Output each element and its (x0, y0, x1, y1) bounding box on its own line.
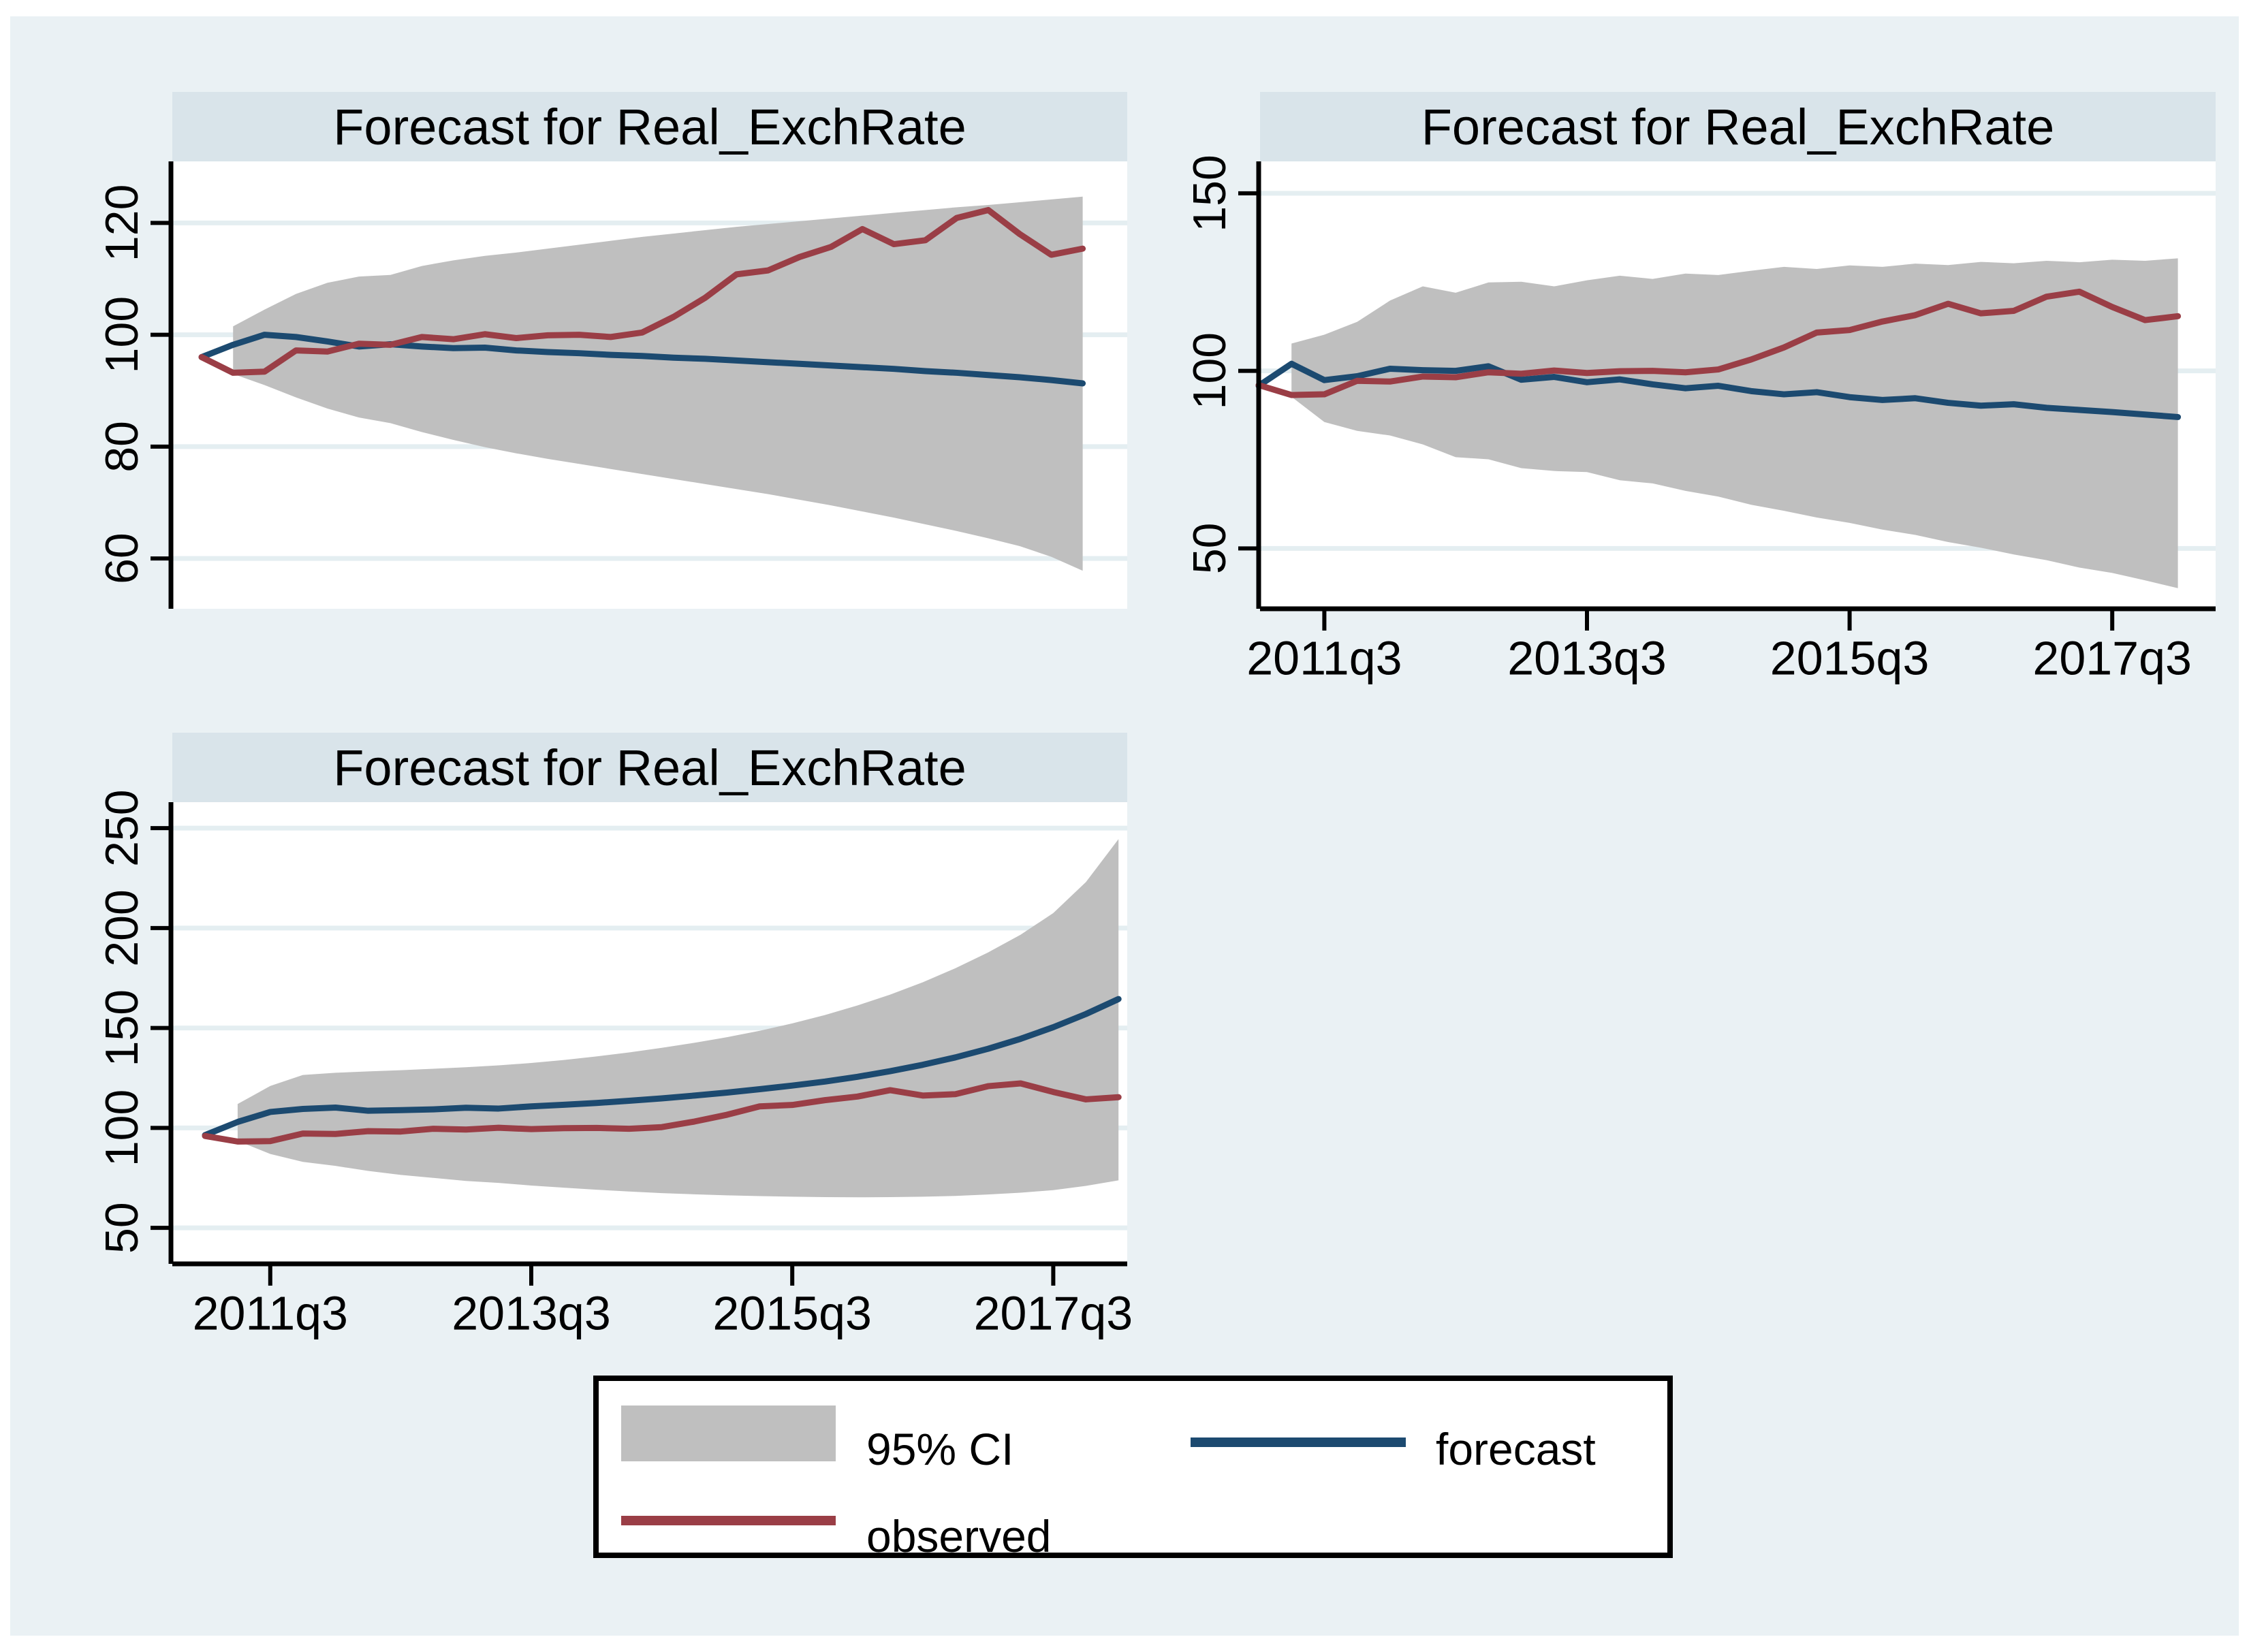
legend-ci-label: 95% CI (866, 1424, 1014, 1474)
legend-observed-label: observed (866, 1511, 1052, 1561)
panel-title-text: Forecast for Real_ExchRate (333, 739, 966, 796)
panel-title-top-left: Forecast for Real_ExchRate (172, 92, 1127, 161)
panel-title-text: Forecast for Real_ExchRate (1421, 98, 2055, 155)
plot-area-top-right (1260, 161, 2216, 609)
legend-box: 95% CI forecast observed (593, 1376, 1673, 1561)
panel-title-bottom-left: Forecast for Real_ExchRate (172, 733, 1127, 802)
plot-area-bottom-left (172, 802, 1127, 1264)
panel-title-text: Forecast for Real_ExchRate (333, 98, 966, 155)
plot-area-top-left (172, 161, 1127, 609)
panel-title-top-right: Forecast for Real_ExchRate (1260, 92, 2216, 161)
legend-forecast-line (1191, 1437, 1406, 1447)
legend-forecast-label: forecast (1436, 1424, 1596, 1474)
legend-observed-line (621, 1516, 836, 1525)
legend-ci-swatch (621, 1405, 836, 1461)
